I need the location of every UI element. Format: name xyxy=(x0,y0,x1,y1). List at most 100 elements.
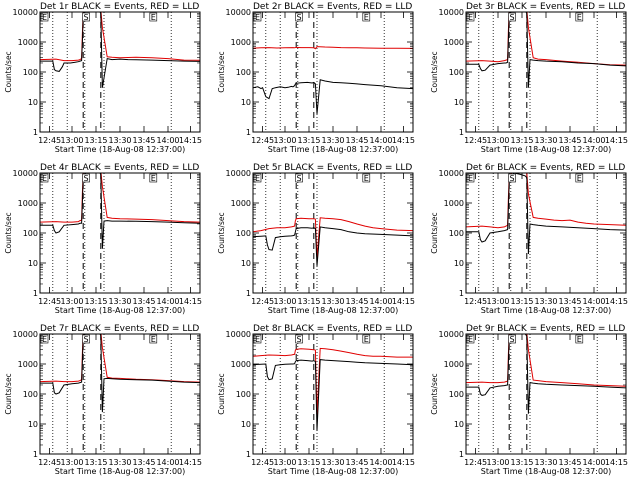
marker-box xyxy=(82,12,90,22)
series-line-lld xyxy=(466,173,626,229)
y-tick-label: 10 xyxy=(28,420,38,429)
panel-title: Det 3r BLACK = Events, RED = LLD xyxy=(466,2,625,12)
plot-frame xyxy=(465,11,627,133)
x-tick-label: 13:15 xyxy=(297,458,320,467)
x-tick-label: 13:30 xyxy=(108,458,131,467)
x-tick-label: 14:15 xyxy=(392,458,415,467)
x-tick-label: 14:00 xyxy=(156,458,179,467)
marker-label: E xyxy=(577,13,582,22)
y-tick-label: 1 xyxy=(33,450,38,459)
y-tick-label: 100 xyxy=(236,390,251,399)
x-tick-label: 14:00 xyxy=(156,136,179,145)
series-line-events xyxy=(466,334,626,414)
marker-label: S xyxy=(84,13,89,22)
marker-label: S xyxy=(297,335,302,344)
y-tick-label: 10000 xyxy=(13,330,38,339)
marker-box xyxy=(253,12,262,22)
x-tick-label: 13:45 xyxy=(345,458,368,467)
x-tick-label: 12:45 xyxy=(464,297,487,306)
marker-box xyxy=(295,173,303,183)
marker-box xyxy=(295,12,303,22)
marker-box xyxy=(362,173,371,183)
y-tick-label: 10 xyxy=(28,98,38,107)
y-axis-label: Counts/sec xyxy=(430,51,439,92)
x-tick-label: 13:00 xyxy=(486,297,509,306)
series-line-lld xyxy=(253,217,413,258)
y-tick-label: 10 xyxy=(241,420,251,429)
marker-label: E xyxy=(151,335,156,344)
marker-label: E xyxy=(364,174,369,183)
x-tick-label: 12:45 xyxy=(38,136,61,145)
x-tick-label: 14:00 xyxy=(369,458,392,467)
y-tick-label: 10000 xyxy=(226,169,251,178)
x-tick-label: 13:15 xyxy=(84,136,107,145)
x-tick-label: 12:45 xyxy=(251,458,274,467)
x-tick-label: 13:00 xyxy=(273,136,296,145)
plot-frame xyxy=(465,333,627,455)
marker-label: S xyxy=(510,174,515,183)
x-tick-label: 13:00 xyxy=(273,297,296,306)
marker-label: E xyxy=(151,13,156,22)
marker-label: S xyxy=(510,13,515,22)
marker-box xyxy=(82,334,90,344)
marker-label: E xyxy=(577,174,582,183)
marker-box xyxy=(40,334,49,344)
marker-box xyxy=(508,12,516,22)
y-axis-label: Counts/sec xyxy=(217,212,226,253)
marker-label: E xyxy=(42,13,47,22)
y-tick-label: 1000 xyxy=(444,38,464,47)
y-tick-label: 10000 xyxy=(439,8,464,17)
y-tick-label: 1 xyxy=(459,128,464,137)
marker-box xyxy=(253,334,262,344)
x-tick-label: 13:00 xyxy=(60,297,83,306)
x-tick-label: 13:30 xyxy=(534,458,557,467)
marker-box xyxy=(362,334,371,344)
y-tick-label: 10 xyxy=(454,98,464,107)
y-axis-label: Counts/sec xyxy=(4,373,13,414)
series-line-events xyxy=(466,12,626,88)
y-tick-label: 10000 xyxy=(226,8,251,17)
panel-title: Det 5r BLACK = Events, RED = LLD xyxy=(253,163,412,173)
marker-label: S xyxy=(510,335,515,344)
x-tick-label: 14:15 xyxy=(179,136,202,145)
x-tick-label: 13:15 xyxy=(297,297,320,306)
y-axis-label: Counts/sec xyxy=(430,212,439,253)
x-axis-label: Start Time (18-Aug-08 12:37:00) xyxy=(268,306,399,315)
x-tick-label: 12:45 xyxy=(464,136,487,145)
x-axis-label: Start Time (18-Aug-08 12:37:00) xyxy=(268,467,399,476)
x-tick-label: 14:00 xyxy=(582,136,605,145)
x-tick-label: 14:15 xyxy=(392,136,415,145)
series-line-events xyxy=(40,173,200,249)
x-tick-label: 13:30 xyxy=(534,136,557,145)
y-axis-label: Counts/sec xyxy=(4,212,13,253)
x-tick-label: 13:45 xyxy=(345,297,368,306)
marker-box xyxy=(362,12,371,22)
panel-title: Det 1r BLACK = Events, RED = LLD xyxy=(40,2,199,12)
marker-label: E xyxy=(42,174,47,183)
x-axis-label: Start Time (18-Aug-08 12:37:00) xyxy=(55,145,186,154)
x-tick-label: 13:30 xyxy=(321,458,344,467)
x-axis-label: Start Time (18-Aug-08 12:37:00) xyxy=(481,306,612,315)
y-tick-label: 1 xyxy=(246,450,251,459)
series-line-events xyxy=(40,334,200,413)
marker-box xyxy=(508,173,516,183)
x-axis-label: Start Time (18-Aug-08 12:37:00) xyxy=(268,145,399,154)
y-tick-label: 10 xyxy=(28,259,38,268)
marker-label: E xyxy=(364,13,369,22)
y-tick-label: 100 xyxy=(236,229,251,238)
marker-box xyxy=(466,334,475,344)
y-tick-label: 10000 xyxy=(439,169,464,178)
x-tick-label: 13:45 xyxy=(558,458,581,467)
x-tick-label: 14:15 xyxy=(179,458,202,467)
y-tick-label: 100 xyxy=(23,229,38,238)
x-tick-label: 12:45 xyxy=(251,297,274,306)
marker-label: E xyxy=(468,174,473,183)
marker-label: S xyxy=(84,174,89,183)
y-tick-label: 1000 xyxy=(18,360,38,369)
plot-frame xyxy=(252,172,414,294)
